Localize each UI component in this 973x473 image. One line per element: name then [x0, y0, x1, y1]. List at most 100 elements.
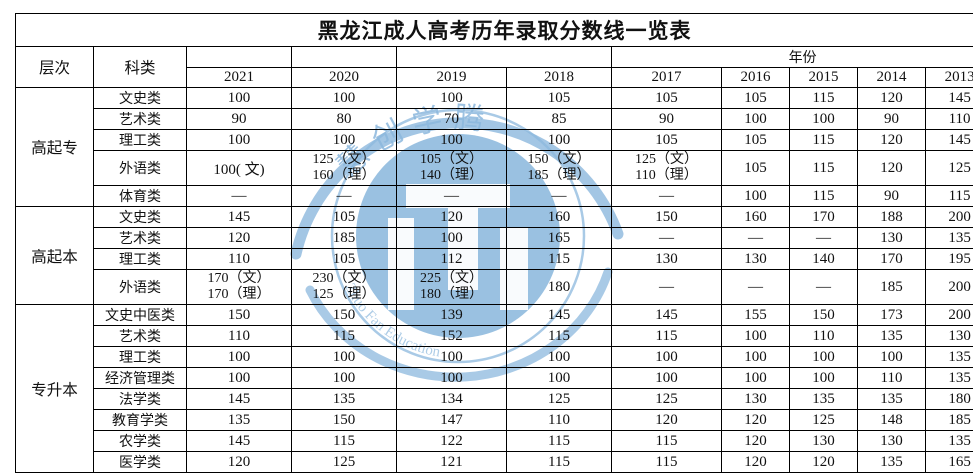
- score-cell: 130: [858, 228, 926, 249]
- score-cell: 125（文）110（理）: [612, 151, 722, 186]
- score-cell: 105: [292, 207, 397, 228]
- screenshot-root: 慧 创 学 腾 Zhuo Fan Education 黑龙江成人高考历年录取分数…: [0, 0, 973, 439]
- score-cell: 120: [858, 88, 926, 109]
- score-cell: 200: [926, 270, 973, 305]
- score-cell: —: [722, 270, 790, 305]
- score-cell: 100: [292, 130, 397, 151]
- score-cell: 100: [397, 130, 507, 151]
- header-blank-2020: [292, 47, 397, 68]
- score-cell: 115: [790, 130, 858, 151]
- score-cell: 105: [612, 88, 722, 109]
- score-cell: 100: [397, 347, 507, 368]
- score-cell: 100: [722, 186, 790, 207]
- score-cell: 112: [397, 249, 507, 270]
- score-cell: 115: [507, 249, 612, 270]
- score-cell: 130: [858, 431, 926, 452]
- score-cell: 110: [926, 109, 973, 130]
- score-cell: 100: [292, 368, 397, 389]
- score-cell: 160: [722, 207, 790, 228]
- score-cell: 100: [397, 368, 507, 389]
- header-year-2013: 2013: [926, 68, 973, 88]
- score-cell: 115: [612, 326, 722, 347]
- subject-cell: 体育类: [94, 186, 187, 207]
- score-cell: —: [292, 186, 397, 207]
- score-cell: 135: [858, 452, 926, 473]
- score-cell: 110: [187, 249, 292, 270]
- score-line: 140（理）: [397, 168, 506, 184]
- score-cell: 135: [926, 228, 973, 249]
- score-cell: 145: [507, 305, 612, 326]
- score-cell: 180: [926, 389, 973, 410]
- header-year-2015: 2015: [790, 68, 858, 88]
- score-cell: 125: [790, 410, 858, 431]
- score-cell: 130: [722, 389, 790, 410]
- score-cell: 115: [507, 431, 612, 452]
- score-line: 125（文）: [612, 152, 721, 168]
- header-year-2021: 2021: [187, 68, 292, 88]
- score-cell: 139: [397, 305, 507, 326]
- score-cell: 120: [187, 452, 292, 473]
- score-cell: 152: [397, 326, 507, 347]
- score-cell: 115: [507, 326, 612, 347]
- score-cell: 130: [926, 326, 973, 347]
- score-cell: 115: [292, 431, 397, 452]
- score-cell: 150: [187, 305, 292, 326]
- score-cell: 100: [292, 88, 397, 109]
- score-line: 150（文）: [507, 152, 611, 168]
- score-cell: —: [612, 186, 722, 207]
- score-cell: 150: [292, 305, 397, 326]
- score-cell: —: [722, 228, 790, 249]
- score-cell: 200: [926, 305, 973, 326]
- score-cell: 100: [722, 368, 790, 389]
- score-cell: 110: [187, 326, 292, 347]
- score-cell: 115: [790, 88, 858, 109]
- header-subject: 科类: [94, 47, 187, 88]
- score-cell: 100: [790, 368, 858, 389]
- score-cell: 130: [612, 249, 722, 270]
- score-cell: 185: [926, 410, 973, 431]
- score-cell: 145: [926, 130, 973, 151]
- score-cell: —: [187, 186, 292, 207]
- score-line: 105（文）: [397, 152, 506, 168]
- header-year-2014: 2014: [858, 68, 926, 88]
- score-cell: 100: [722, 326, 790, 347]
- score-cell: 120: [612, 410, 722, 431]
- score-cell: 135: [926, 368, 973, 389]
- score-cell: 145: [187, 431, 292, 452]
- score-cell: 115: [507, 452, 612, 473]
- score-cell: 90: [612, 109, 722, 130]
- subject-cell: 经济管理类: [94, 368, 187, 389]
- page-title: 黑龙江成人高考历年录取分数线一览表: [16, 14, 973, 47]
- score-cell: 105: [722, 151, 790, 186]
- header-year-2019: 2019: [397, 68, 507, 88]
- score-cell: 100: [507, 130, 612, 151]
- score-cell: 135: [858, 389, 926, 410]
- level-cell-专升本: 专升本: [16, 305, 94, 473]
- score-cell: 170（文）170（理）: [187, 270, 292, 305]
- score-cell: 100: [858, 347, 926, 368]
- subject-cell: 艺术类: [94, 228, 187, 249]
- score-cell: 100: [292, 347, 397, 368]
- score-cell: 115: [790, 186, 858, 207]
- score-cell: 100( 文): [187, 151, 292, 186]
- subject-cell: 理工类: [94, 249, 187, 270]
- score-cell: —: [507, 186, 612, 207]
- score-cell: 160: [507, 207, 612, 228]
- score-cell: 145: [926, 88, 973, 109]
- score-cell: —: [612, 270, 722, 305]
- score-cell: 105: [722, 88, 790, 109]
- score-cell: 170: [790, 207, 858, 228]
- score-cell: 122: [397, 431, 507, 452]
- header-year-2017: 2017: [612, 68, 722, 88]
- score-cell: 150: [790, 305, 858, 326]
